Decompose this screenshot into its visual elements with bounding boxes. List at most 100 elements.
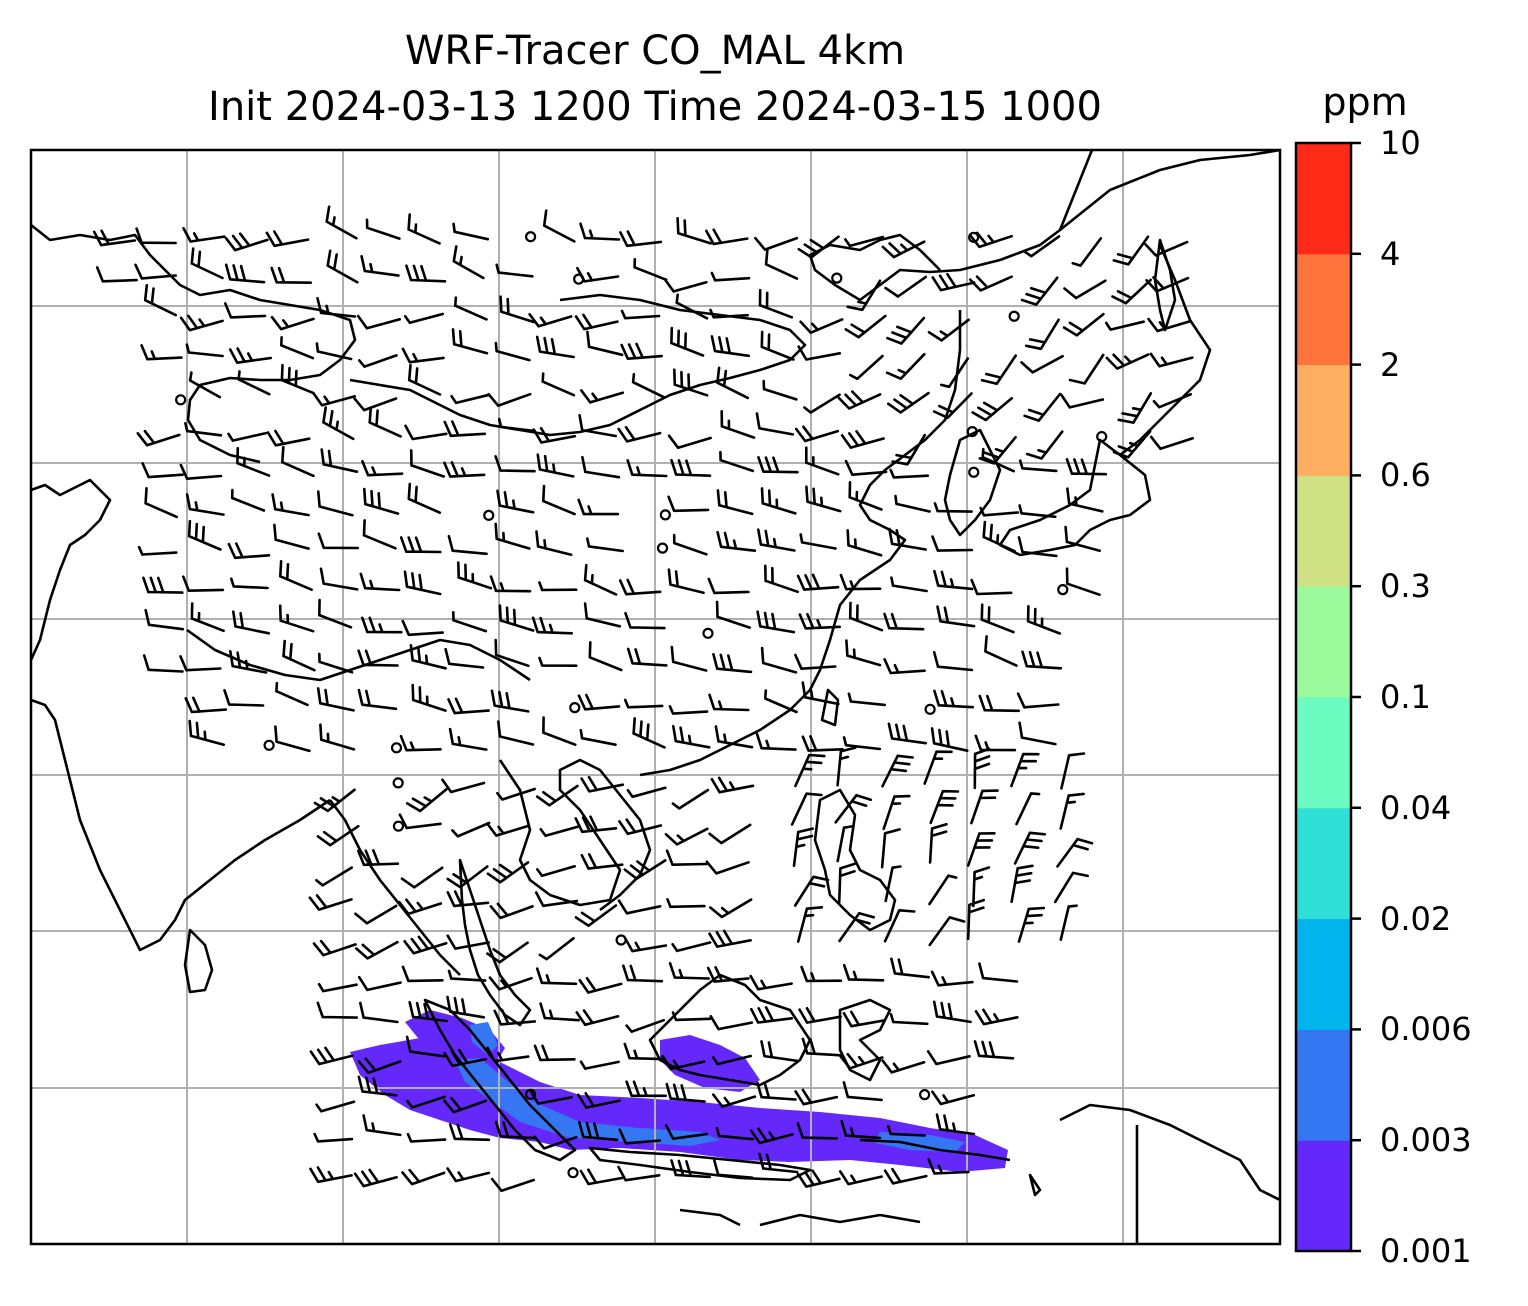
- wind-barb: [309, 1166, 353, 1184]
- map-frame: [29, 148, 1282, 1246]
- wind-barb: [400, 866, 444, 889]
- wind-barb: [179, 463, 223, 480]
- wind-barb: [716, 530, 757, 552]
- wind-barb: [881, 1059, 926, 1074]
- wind-barb: [446, 995, 486, 1019]
- wind-barb: [749, 974, 793, 991]
- wind-barb: [848, 601, 884, 632]
- wind-barb: [668, 962, 710, 980]
- wind-barb: [796, 1169, 841, 1188]
- wind-barb: [95, 266, 138, 283]
- wind-barb: [357, 849, 400, 867]
- wind-barb: [794, 425, 840, 443]
- wind-barb: [757, 528, 796, 552]
- wind-barb: [940, 357, 970, 389]
- wind-barb: [498, 604, 535, 632]
- plume-lobe-east: [660, 1035, 760, 1092]
- wind-barb: [184, 696, 228, 714]
- wind-barb: [880, 828, 901, 869]
- wind-barb: [796, 573, 840, 591]
- wind-barb: [933, 569, 974, 591]
- wind-barb: [966, 832, 996, 867]
- wind-barb: [1065, 458, 1108, 476]
- wind-barb: [713, 1159, 754, 1179]
- wind-barb: [793, 875, 830, 907]
- plume-north: [405, 1010, 505, 1065]
- wind-barb: [1017, 906, 1046, 943]
- wind-barb: [443, 1096, 488, 1114]
- wind-barb: [450, 393, 491, 405]
- wind-barb: [533, 1044, 576, 1062]
- wind-barb: [750, 1006, 794, 1024]
- wind-barb: [359, 1001, 399, 1024]
- wind-barb: [273, 523, 310, 550]
- wind-barb: [929, 789, 960, 825]
- wind-barb: [281, 445, 315, 478]
- wind-barb: [1025, 430, 1064, 460]
- colorbar-tick-label: 0.003: [1380, 1121, 1472, 1160]
- wind-barb: [927, 1158, 970, 1175]
- wind-barb: [931, 535, 974, 552]
- wind-barb: [625, 1018, 665, 1033]
- wind-barb: [404, 424, 448, 441]
- wind-barb: [839, 1170, 883, 1186]
- wind-barb: [625, 1080, 667, 1098]
- wind-barb: [577, 693, 621, 711]
- wind-barb: [923, 750, 953, 785]
- wind-barb: [1018, 459, 1058, 473]
- colorbar-segment: [1296, 1029, 1351, 1141]
- wind-barb: [719, 450, 755, 473]
- wind-barb: [667, 434, 712, 450]
- colorbar-tick-label: 10: [1380, 124, 1421, 162]
- wind-barb: [980, 603, 1015, 634]
- wind-barb: [754, 236, 799, 251]
- wind-barb: [623, 859, 667, 880]
- wind-barb: [275, 681, 309, 707]
- wind-barb: [190, 602, 225, 633]
- wind-barb: [1062, 312, 1105, 337]
- wind-barb: [230, 488, 266, 512]
- wind-barb: [574, 815, 618, 834]
- wind-barb: [316, 687, 355, 712]
- wind-barb: [1147, 317, 1192, 333]
- wind-barb: [230, 577, 269, 590]
- wind-barb: [842, 963, 885, 982]
- wind-barb: [441, 778, 486, 794]
- wind-barb: [451, 328, 489, 355]
- wind-barb: [672, 725, 711, 749]
- wind-barb: [265, 230, 310, 248]
- wind-barb: [620, 342, 663, 360]
- colorbar-tick-label: 0.006: [1380, 1010, 1472, 1049]
- wind-barb: [801, 1037, 843, 1057]
- wind-barb: [319, 723, 356, 751]
- wind-barb: [1066, 487, 1104, 513]
- wind-barb: [665, 1082, 706, 1103]
- wind-barb: [496, 787, 536, 801]
- wind-barb: [633, 258, 668, 282]
- wind-barb: [541, 372, 576, 397]
- wind-barb: [894, 494, 931, 513]
- wind-barb: [1016, 692, 1060, 709]
- wind-barb: [966, 898, 985, 941]
- wind-barb: [883, 612, 925, 631]
- wind-barb: [1071, 237, 1103, 267]
- coast-china-east: [639, 150, 1094, 777]
- colorbar-tick-label: 0.6: [1380, 456, 1431, 495]
- wind-barb: [836, 825, 854, 863]
- colorbar-tick-label: 0.001: [1380, 1232, 1472, 1270]
- calm-wind-marker: [656, 542, 669, 554]
- wind-barb: [712, 1093, 757, 1108]
- wind-barb: [978, 962, 1019, 983]
- wind-barb: [675, 293, 709, 320]
- wind-barb: [803, 393, 841, 414]
- wind-barb: [1053, 871, 1089, 904]
- wind-barb: [399, 734, 442, 752]
- wind-barb: [848, 354, 884, 381]
- wind-barb: [398, 813, 442, 830]
- wind-barb: [490, 1177, 535, 1193]
- wind-barb: [270, 315, 315, 331]
- wind-barb: [359, 572, 401, 592]
- wind-barb: [313, 788, 356, 813]
- calm-wind-marker: [1057, 584, 1069, 596]
- wind-barb: [228, 347, 273, 364]
